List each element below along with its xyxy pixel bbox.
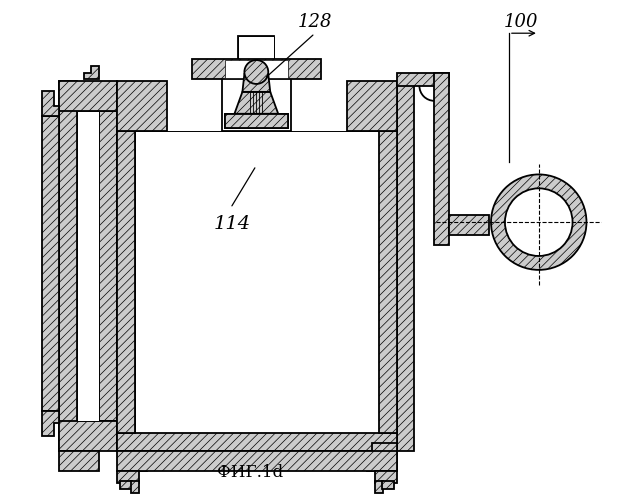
Polygon shape [117,471,139,482]
Text: 114: 114 [214,215,251,233]
Polygon shape [42,116,59,411]
Polygon shape [372,443,396,471]
Polygon shape [42,91,59,116]
Polygon shape [84,66,99,79]
Polygon shape [396,73,449,86]
Circle shape [505,188,572,256]
Polygon shape [375,471,396,482]
Circle shape [491,174,586,270]
Bar [375,480,382,492]
Polygon shape [367,451,392,471]
Text: 128: 128 [298,13,332,31]
Polygon shape [117,81,167,130]
Polygon shape [225,114,288,128]
Bar [135,130,379,433]
Polygon shape [59,81,117,111]
Polygon shape [192,59,321,79]
Bar [120,480,132,488]
Bar [77,111,99,421]
Polygon shape [435,73,449,245]
Polygon shape [396,81,415,451]
Text: ФИГ.1d: ФИГ.1d [217,464,284,480]
Polygon shape [59,451,99,471]
Polygon shape [122,451,147,471]
Circle shape [245,60,268,84]
Polygon shape [117,451,396,471]
Polygon shape [242,74,270,92]
Polygon shape [449,215,489,235]
Polygon shape [221,36,291,130]
Polygon shape [117,130,135,433]
Polygon shape [347,81,396,130]
Bar [131,480,139,492]
Bar [77,111,99,421]
Polygon shape [42,411,59,436]
Polygon shape [238,36,274,71]
Polygon shape [379,130,396,433]
Bar [382,480,394,488]
Polygon shape [225,114,288,128]
Polygon shape [235,92,278,114]
Polygon shape [117,433,396,451]
Polygon shape [59,421,117,451]
Polygon shape [99,111,117,421]
Text: 100: 100 [504,13,538,31]
Polygon shape [59,81,77,451]
Bar [226,60,288,78]
